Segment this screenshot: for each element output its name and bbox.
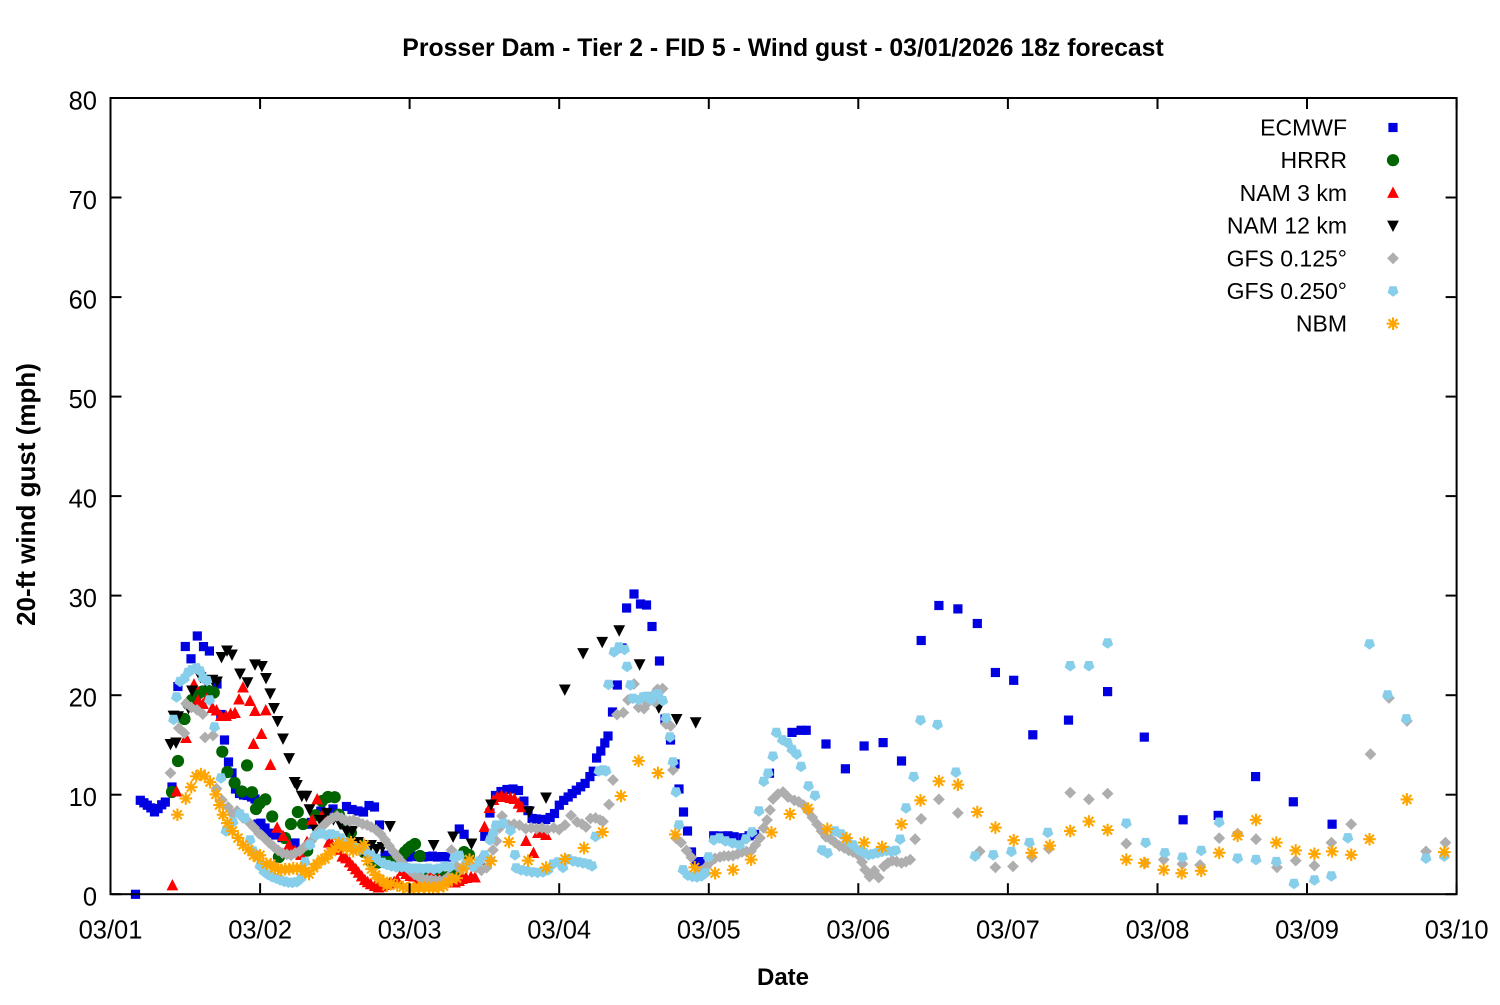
svg-text:03/08: 03/08 <box>1126 917 1190 945</box>
svg-text:40: 40 <box>69 486 97 514</box>
svg-text:20-ft wind gust (mph): 20-ft wind gust (mph) <box>11 363 41 626</box>
svg-text:03/06: 03/06 <box>826 917 890 945</box>
svg-text:NAM 12 km: NAM 12 km <box>1227 213 1347 239</box>
svg-text:20: 20 <box>69 685 97 713</box>
svg-text:50: 50 <box>69 386 97 414</box>
svg-text:Date: Date <box>757 964 809 991</box>
svg-text:30: 30 <box>69 585 97 613</box>
svg-text:03/10: 03/10 <box>1425 917 1489 945</box>
svg-text:03/02: 03/02 <box>228 917 292 945</box>
svg-text:60: 60 <box>69 287 97 315</box>
svg-text:10: 10 <box>69 784 97 812</box>
svg-text:GFS 0.125°: GFS 0.125° <box>1227 245 1347 271</box>
svg-text:HRRR: HRRR <box>1281 147 1347 173</box>
svg-text:03/03: 03/03 <box>378 917 442 945</box>
svg-text:ECMWF: ECMWF <box>1260 115 1347 141</box>
svg-text:03/04: 03/04 <box>527 917 591 945</box>
svg-text:03/07: 03/07 <box>976 917 1040 945</box>
svg-text:Prosser Dam - Tier 2 - FID 5 -: Prosser Dam - Tier 2 - FID 5 - Wind gust… <box>402 35 1163 62</box>
svg-text:80: 80 <box>69 88 97 116</box>
svg-text:03/01: 03/01 <box>79 917 143 945</box>
svg-text:NAM 3 km: NAM 3 km <box>1240 180 1347 206</box>
svg-text:03/09: 03/09 <box>1275 917 1339 945</box>
svg-text:NBM: NBM <box>1296 311 1347 337</box>
svg-text:70: 70 <box>69 187 97 215</box>
svg-text:GFS 0.250°: GFS 0.250° <box>1227 278 1347 304</box>
svg-text:03/05: 03/05 <box>677 917 741 945</box>
svg-text:0: 0 <box>83 884 97 912</box>
